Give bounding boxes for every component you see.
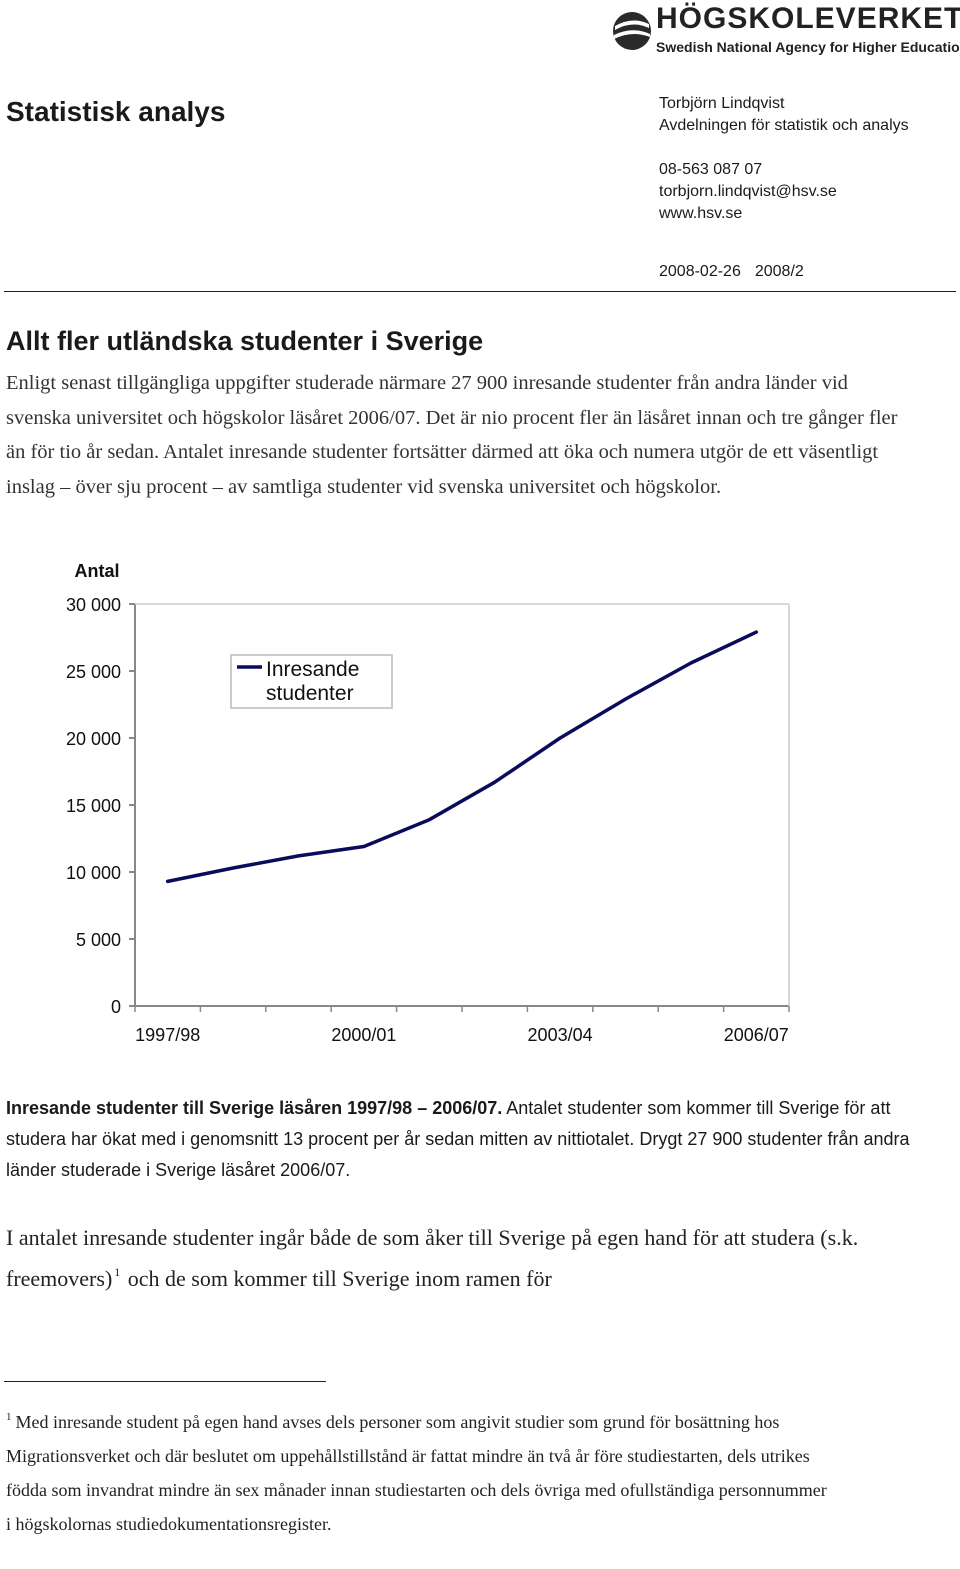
legend-label: Inresande studenter — [266, 658, 365, 705]
data-point — [231, 866, 235, 870]
chart-legend: Inresande studenter — [230, 654, 393, 709]
footnote-text: Med inresande student på egen hand avses… — [6, 1412, 827, 1534]
y-tick-label: 15 000 — [66, 796, 121, 816]
y-axis-title: Antal — [75, 561, 120, 581]
legend-box — [230, 654, 393, 709]
data-point — [362, 845, 366, 849]
footnote: 1 Med inresande student på egen hand avse… — [6, 1400, 836, 1541]
logo-tagline: Swedish National Agency for Higher Educa… — [656, 39, 960, 55]
author-name: Torbjörn Lindqvist — [659, 95, 785, 112]
document-date: 2008-02-26 — [659, 263, 741, 280]
legend-label-line-2: studenter — [266, 682, 354, 705]
department: Avdelningen för statistik och analys — [659, 117, 909, 134]
figure-caption: Inresande studenter till Sverige läsåren… — [6, 1093, 946, 1186]
y-tick-label: 20 000 — [66, 729, 121, 749]
chart-series — [165, 630, 759, 884]
data-point — [297, 854, 300, 858]
website-link[interactable]: www.hsv.se — [659, 205, 743, 222]
y-tick-label: 25 000 — [66, 662, 121, 682]
phone-number: 08-563 087 07 — [659, 161, 763, 178]
data-point — [427, 818, 431, 822]
y-tick-label: 5 000 — [76, 930, 121, 950]
email-link[interactable]: torbjorn.lindqvist@hsv.se — [659, 183, 837, 200]
series-line — [165, 630, 759, 884]
caption-title: Inresande studenter till Sverige läsåren… — [6, 1098, 503, 1118]
data-point — [754, 630, 758, 634]
legend-label-line-1: Inresande — [266, 658, 359, 681]
footnote-marker: 1 — [6, 1411, 12, 1423]
footnote-divider — [4, 1381, 326, 1382]
hsv-logo: HÖGSKOLEVERKET Swedish National Agency f… — [612, 2, 960, 60]
document-meta: 2008-02-26 2008/2 — [659, 263, 804, 281]
data-point — [558, 736, 562, 740]
header-divider — [4, 291, 956, 292]
x-tick-label: 1997/98 — [135, 1025, 200, 1045]
article-headline: Allt fler utländska studenter i Sverige — [6, 326, 484, 356]
y-tick-label: 30 000 — [66, 595, 121, 615]
data-point — [493, 780, 497, 784]
x-tick-label: 2000/01 — [331, 1025, 396, 1045]
document-title: Statistisk analys — [6, 96, 226, 127]
footnote-reference[interactable]: 1 — [114, 1265, 121, 1279]
x-axis-ticks: 1997/98 2000/01 2003/04 2006/07 — [134, 1006, 790, 1045]
x-tick-label: 2006/07 — [724, 1025, 789, 1045]
body-text-2: och de som kommer till Sverige inom rame… — [122, 1266, 552, 1291]
document-issue: 2008/2 — [754, 263, 804, 280]
article-body: I antalet inresande studenter ingår både… — [6, 1220, 906, 1296]
data-point — [624, 697, 627, 701]
x-tick-label: 2003/04 — [528, 1025, 593, 1045]
y-tick-label: 0 — [111, 997, 121, 1017]
logo-name: HÖGSKOLEVERKET — [656, 2, 960, 35]
y-tick-label: 10 000 — [66, 863, 121, 883]
caption-text: Antalet studenter som kommer till Sverig… — [6, 1098, 910, 1180]
data-point — [689, 661, 693, 665]
article-intro: Enligt senast tillgängliga uppgifter stu… — [6, 372, 898, 498]
contact-block: Torbjörn Lindqvist Avdelningen för stati… — [659, 93, 909, 225]
y-axis-ticks: 0 5 000 10 000 15 000 20 000 25 000 30 000 — [66, 595, 135, 1017]
body-text-1: I antalet inresande studenter ingår både… — [6, 1225, 859, 1291]
hsv-logo-icon — [613, 12, 651, 50]
line-chart: Antal 0 5 000 10 000 15 000 20 000 25 000 30 0… — [66, 561, 790, 1045]
data-point — [166, 879, 170, 883]
